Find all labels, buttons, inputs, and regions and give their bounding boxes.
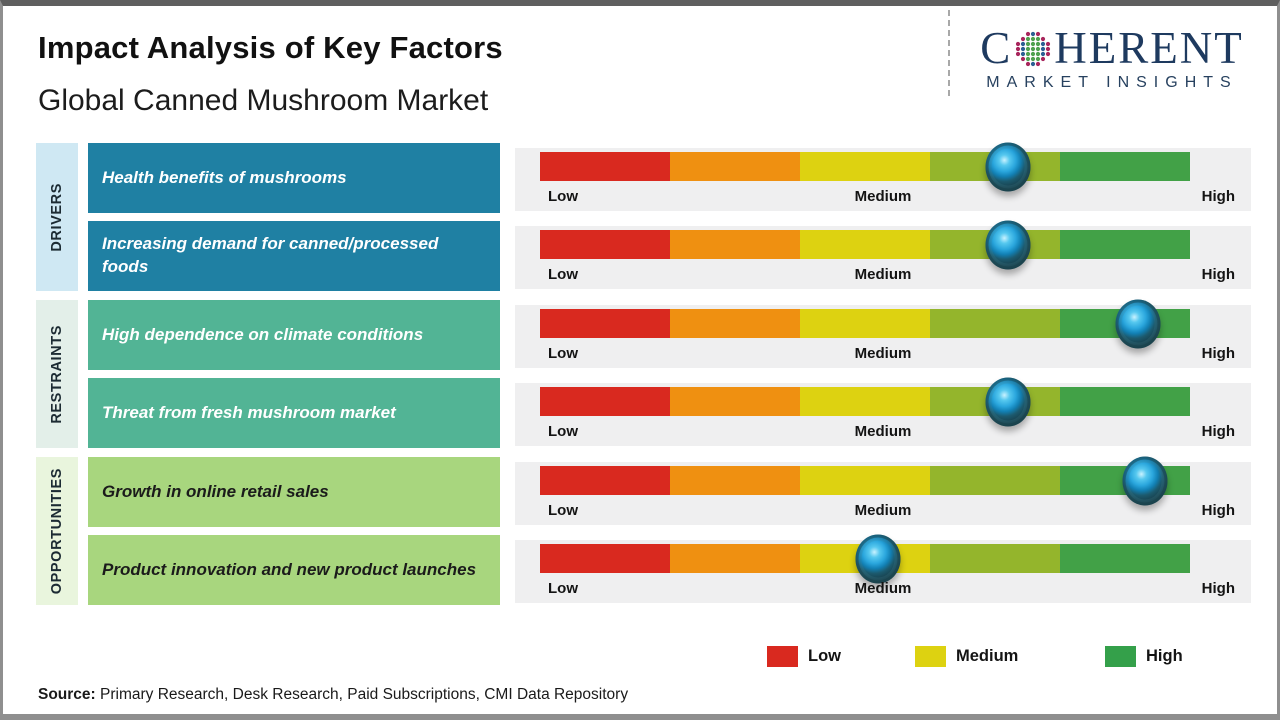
factor-box: Product innovation and new product launc… bbox=[88, 535, 500, 605]
impact-bar-segment-2 bbox=[670, 309, 800, 338]
scale-label-high: High bbox=[1201, 266, 1235, 283]
logo-divider bbox=[948, 10, 950, 96]
category-rail-restraints: RESTRAINTS bbox=[36, 300, 78, 448]
factor-box: Threat from fresh mushroom market bbox=[88, 378, 500, 448]
impact-scale-bar bbox=[540, 142, 1190, 191]
impact-scale-strip: Low Medium High bbox=[515, 456, 1251, 525]
category-label: RESTRAINTS bbox=[49, 324, 65, 424]
scale-label-medium: Medium bbox=[854, 502, 912, 519]
legend-label: Low bbox=[808, 647, 841, 665]
source-text: Primary Research, Desk Research, Paid Su… bbox=[95, 686, 629, 703]
scale-label-high: High bbox=[1201, 580, 1235, 597]
category-label: DRIVERS bbox=[49, 182, 65, 252]
impact-bar-segment-4 bbox=[930, 466, 1060, 495]
scale-label-medium: Medium bbox=[854, 266, 912, 283]
impact-bar-segment-1 bbox=[540, 152, 670, 181]
impact-bar-segment-3 bbox=[800, 309, 930, 338]
logo-brand-first-letter: C bbox=[980, 23, 1013, 73]
scale-label-medium: Medium bbox=[854, 345, 912, 362]
impact-bar-segment-4 bbox=[930, 309, 1060, 338]
impact-marker bbox=[985, 142, 1031, 191]
impact-scale-bar bbox=[540, 456, 1190, 505]
legend-item-high: High bbox=[1105, 646, 1183, 667]
impact-scale-strip: Low Medium High bbox=[515, 142, 1251, 211]
impact-scale-strip: Low Medium High bbox=[515, 220, 1251, 289]
scale-label-low: Low bbox=[548, 423, 578, 440]
impact-bar-segment-4 bbox=[930, 544, 1060, 573]
impact-marker bbox=[985, 377, 1031, 426]
impact-scale-bar bbox=[540, 299, 1190, 348]
dotted-globe-icon bbox=[1016, 31, 1051, 66]
scale-label-high: High bbox=[1201, 188, 1235, 205]
impact-bar-segment-3 bbox=[800, 152, 930, 181]
factor-box: Increasing demand for canned/processed f… bbox=[88, 221, 500, 291]
factor-box: High dependence on climate conditions bbox=[88, 300, 500, 370]
legend-label: High bbox=[1146, 647, 1183, 665]
impact-bar-segment-3 bbox=[800, 387, 930, 416]
impact-bar-segment-2 bbox=[670, 387, 800, 416]
impact-scale-bar bbox=[540, 534, 1190, 583]
impact-marker bbox=[1115, 299, 1161, 348]
factor-box: Health benefits of mushrooms bbox=[88, 143, 500, 213]
logo-brand-rest: HERENT bbox=[1054, 23, 1244, 73]
page-title: Impact Analysis of Key Factors bbox=[38, 30, 503, 65]
legend-swatch-medium bbox=[915, 646, 946, 667]
factor-box: Growth in online retail sales bbox=[88, 457, 500, 527]
legend-label: Medium bbox=[956, 647, 1019, 665]
company-logo: C HERENT MARKET INSIGHTS bbox=[962, 26, 1262, 92]
legend-swatch-high bbox=[1105, 646, 1136, 667]
category-rail-drivers: DRIVERS bbox=[36, 143, 78, 291]
logo-tagline: MARKET INSIGHTS bbox=[986, 74, 1238, 91]
scale-label-medium: Medium bbox=[854, 423, 912, 440]
impact-scale-strip: Low Medium High bbox=[515, 299, 1251, 368]
impact-scale-bar bbox=[540, 220, 1190, 269]
impact-scale-strip: Low Medium High bbox=[515, 377, 1251, 446]
scale-label-low: Low bbox=[548, 580, 578, 597]
impact-bar-segment-1 bbox=[540, 466, 670, 495]
scale-label-high: High bbox=[1201, 502, 1235, 519]
impact-bar-segment-1 bbox=[540, 309, 670, 338]
scale-label-low: Low bbox=[548, 266, 578, 283]
impact-bar-segment-2 bbox=[670, 230, 800, 259]
impact-bar-segment-5 bbox=[1060, 387, 1190, 416]
impact-marker bbox=[855, 534, 901, 583]
category-rail-opportunities: OPPORTUNITIES bbox=[36, 457, 78, 605]
impact-bar-segment-5 bbox=[1060, 152, 1190, 181]
scale-label-high: High bbox=[1201, 345, 1235, 362]
impact-scale-bar bbox=[540, 377, 1190, 426]
impact-bar-segment-2 bbox=[670, 466, 800, 495]
scale-label-low: Low bbox=[548, 188, 578, 205]
page-subtitle: Global Canned Mushroom Market bbox=[38, 84, 489, 117]
legend-swatch-low bbox=[767, 646, 798, 667]
impact-bar-segment-1 bbox=[540, 544, 670, 573]
category-label: OPPORTUNITIES bbox=[49, 467, 65, 595]
impact-bar-segment-2 bbox=[670, 544, 800, 573]
legend-item-low: Low bbox=[767, 646, 841, 667]
impact-bar-segment-3 bbox=[800, 466, 930, 495]
logo-brand: C HERENT bbox=[962, 26, 1262, 71]
scale-label-medium: Medium bbox=[854, 188, 912, 205]
impact-marker bbox=[1122, 456, 1167, 505]
source-prefix: Source: bbox=[38, 686, 96, 703]
impact-marker bbox=[985, 220, 1031, 269]
source-note: Source: Primary Research, Desk Research,… bbox=[38, 686, 628, 704]
impact-bar-segment-1 bbox=[540, 387, 670, 416]
impact-bar-segment-3 bbox=[800, 230, 930, 259]
scale-label-low: Low bbox=[548, 502, 578, 519]
impact-bar-segment-1 bbox=[540, 230, 670, 259]
impact-bar-segment-2 bbox=[670, 152, 800, 181]
scale-label-high: High bbox=[1201, 423, 1235, 440]
legend-item-medium: Medium bbox=[915, 646, 1018, 667]
impact-bar-segment-5 bbox=[1060, 544, 1190, 573]
scale-label-medium: Medium bbox=[854, 580, 912, 597]
impact-bar-segment-5 bbox=[1060, 230, 1190, 259]
impact-scale-strip: Low Medium High bbox=[515, 534, 1251, 603]
scale-label-low: Low bbox=[548, 345, 578, 362]
